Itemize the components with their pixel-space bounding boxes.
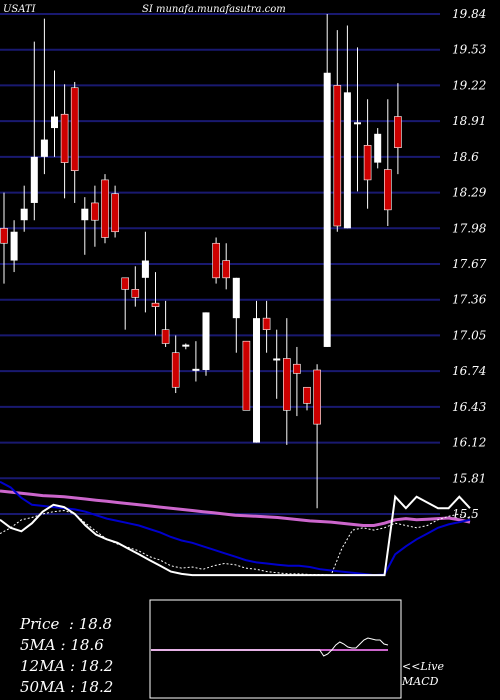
stat-label: Price (20, 615, 60, 633)
stat-label: 50MA (20, 678, 66, 696)
stats-panel: Price : 18.8 5MA : 18.6 12MA : 18.2 50MA… (20, 614, 113, 698)
candle-body (222, 260, 230, 279)
y-axis-ticks: 19.84 19.53 19.22 18.91 18.6 18.29 17.98 17.67 1… (452, 7, 487, 521)
y-tick-label: 15.81 (452, 471, 486, 485)
candle-body (343, 92, 351, 229)
candle-body (161, 329, 170, 344)
macd-caption: <<Live MACD (402, 659, 444, 689)
stat-12ma: 12MA : 18.2 (20, 657, 114, 675)
y-tick-label: 17.98 (452, 221, 487, 235)
ma-line-blue (0, 480, 471, 577)
candle-body (293, 363, 301, 374)
stat-value: 18.2 (79, 678, 114, 696)
y-tick-label: 19.84 (452, 7, 486, 21)
candle-body (273, 358, 281, 361)
candle-body (354, 122, 361, 125)
candle-body (394, 116, 402, 148)
candle-body (363, 145, 372, 181)
macd-line (151, 637, 389, 657)
stat-value: 18.6 (70, 636, 104, 654)
y-tick-label: 19.53 (452, 43, 487, 57)
candle-body (202, 312, 210, 370)
stat-label: 12MA (20, 657, 66, 675)
stat-value: 18.2 (79, 657, 114, 675)
candle-body (101, 179, 109, 238)
candle-body (121, 277, 129, 290)
candle-body (40, 139, 48, 157)
candle-body (91, 202, 99, 221)
stat-label: 5MA (20, 636, 56, 654)
candle-body (70, 87, 79, 171)
y-tick-label: 18.6 (452, 150, 479, 164)
candles (0, 14, 402, 509)
candle-body (81, 208, 89, 221)
y-tick-label: 15.5 (452, 507, 479, 521)
y-tick-label: 17.67 (452, 257, 487, 271)
candle-body (282, 358, 291, 411)
stat-5ma: 5MA : 18.6 (20, 636, 104, 654)
candle-body (182, 344, 190, 347)
y-tick-label: 16.74 (452, 364, 486, 378)
candle-body (51, 116, 58, 129)
candle-body (212, 242, 220, 279)
candle-body (383, 169, 392, 211)
candle-body (303, 386, 311, 404)
macd-label: MACD (402, 675, 439, 688)
candle-body (10, 231, 18, 261)
candle-body (192, 368, 200, 371)
stat-price: Price : 18.8 (20, 615, 113, 633)
site-label: SI munafa.munafasutra.com (142, 4, 286, 15)
candle-body (262, 317, 271, 330)
ma-line-dotted (0, 509, 471, 576)
candle-body (242, 340, 251, 411)
y-tick-label: 19.22 (452, 78, 486, 92)
candle-body (313, 369, 321, 425)
y-tick-label: 17.36 (452, 293, 487, 307)
grid-lines (0, 13, 440, 515)
candle-body (30, 156, 38, 203)
candle-body (60, 113, 69, 163)
stat-value: 18.8 (78, 615, 113, 633)
candle-body (20, 208, 28, 221)
y-tick-label: 18.29 (452, 186, 487, 200)
y-tick-label: 16.43 (452, 400, 487, 414)
live-label: <<Live (402, 660, 444, 673)
candle-body (141, 260, 149, 278)
price-line (0, 494, 471, 577)
candle-body (374, 133, 382, 163)
candle-body (232, 277, 240, 319)
candle-body (323, 72, 331, 347)
candle-body (151, 302, 160, 307)
candle-body (253, 318, 260, 443)
ticker-label: USATI (3, 4, 36, 15)
y-tick-label: 18.91 (452, 114, 486, 128)
candle-body (111, 193, 119, 233)
stat-50ma: 50MA : 18.2 (20, 678, 114, 696)
macd-panel (149, 599, 402, 699)
y-tick-label: 16.12 (452, 436, 486, 450)
candle-body (0, 227, 8, 244)
indicator-lines (0, 480, 471, 577)
candle-body (171, 352, 180, 388)
candle-body (131, 289, 140, 298)
candle-body (333, 85, 342, 227)
y-tick-label: 17.05 (452, 328, 486, 342)
